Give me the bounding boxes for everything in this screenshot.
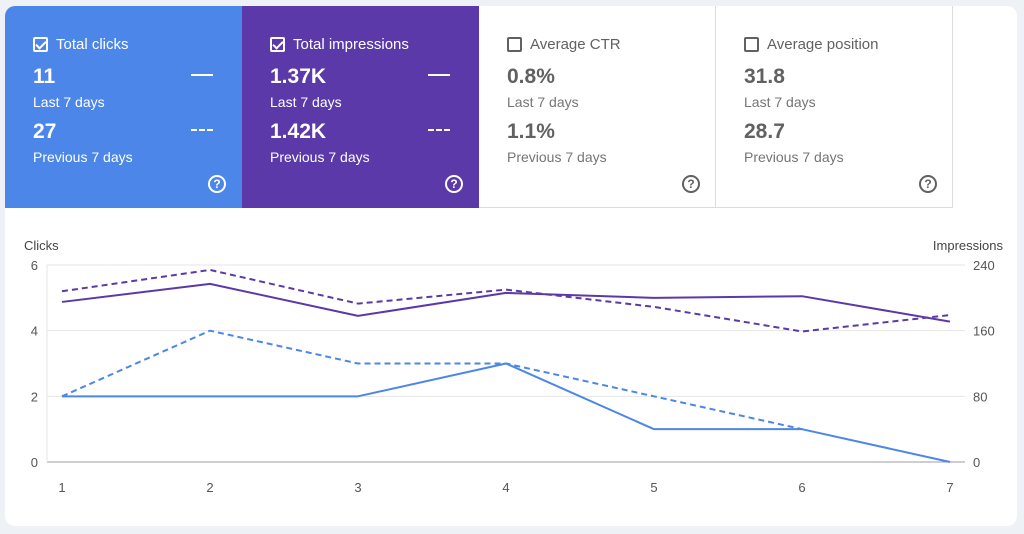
card-average-ctr[interactable]: Average CTR 0.8% Last 7 days 1.1% Previo… xyxy=(479,6,716,208)
previous-period-label: Previous 7 days xyxy=(507,149,607,165)
previous-value: 1.1% xyxy=(507,120,555,143)
current-value: 1.37K xyxy=(270,65,327,88)
series-line-impressions-solid xyxy=(61,282,951,323)
y-tick-label: 2 xyxy=(31,389,38,404)
current-period-label: Last 7 days xyxy=(33,94,105,110)
checkbox-unchecked-icon[interactable] xyxy=(744,37,759,52)
current-value: 0.8% xyxy=(507,65,555,88)
card-average-position[interactable]: Average position 31.8 Last 7 days 28.7 P… xyxy=(716,6,953,208)
card-title[interactable]: Average CTR xyxy=(507,36,621,53)
y-right-axis-title: Impressions xyxy=(933,238,1004,253)
help-circle-icon[interactable]: ? xyxy=(208,175,226,193)
card-label: Average position xyxy=(767,36,879,53)
dashed-line-legend-icon xyxy=(191,129,213,131)
previous-period-label: Previous 7 days xyxy=(270,149,370,165)
y-axis-title: Clicks xyxy=(24,238,59,253)
metric-cards: Total clicks 11 Last 7 days 27 Previous … xyxy=(5,6,1017,208)
x-tick-label: 5 xyxy=(650,480,657,495)
y-tick-label: 0 xyxy=(31,455,38,470)
x-tick-label: 4 xyxy=(502,480,509,495)
current-period-label: Last 7 days xyxy=(744,94,816,110)
performance-panel: Total clicks 11 Last 7 days 27 Previous … xyxy=(5,6,1017,526)
solid-line-legend-icon xyxy=(428,74,450,76)
y-tick-label: 6 xyxy=(31,258,38,273)
help-circle-icon[interactable]: ? xyxy=(445,175,463,193)
series-line-clicks-dashed xyxy=(61,329,803,431)
series-line-clicks-solid xyxy=(62,362,951,463)
y-right-tick-label: 160 xyxy=(973,324,995,339)
previous-value: 27 xyxy=(33,120,57,143)
help-circle-icon[interactable]: ? xyxy=(682,175,700,193)
checkbox-checked-icon[interactable] xyxy=(270,37,285,52)
card-label: Total impressions xyxy=(293,36,409,53)
x-tick-label: 3 xyxy=(354,480,361,495)
x-tick-label: 6 xyxy=(798,480,805,495)
y-right-tick-label: 80 xyxy=(973,389,987,404)
solid-line-legend-icon xyxy=(191,74,213,76)
checkbox-unchecked-icon[interactable] xyxy=(507,37,522,52)
dashed-line-legend-icon xyxy=(428,129,450,131)
card-total-impressions[interactable]: Total impressions 1.37K Last 7 days 1.42… xyxy=(242,6,479,208)
y-right-tick-label: 0 xyxy=(973,455,980,470)
previous-value: 1.42K xyxy=(270,120,327,143)
x-tick-label: 7 xyxy=(946,480,953,495)
card-label: Total clicks xyxy=(56,36,129,53)
card-title[interactable]: Total impressions xyxy=(270,36,409,53)
card-label: Average CTR xyxy=(530,36,621,53)
card-total-clicks[interactable]: Total clicks 11 Last 7 days 27 Previous … xyxy=(5,6,242,208)
x-tick-label: 1 xyxy=(58,480,65,495)
current-period-label: Last 7 days xyxy=(507,94,579,110)
series-line-impressions-dashed xyxy=(61,268,951,333)
current-period-label: Last 7 days xyxy=(270,94,342,110)
y-right-tick-label: 240 xyxy=(973,258,995,273)
help-circle-icon[interactable]: ? xyxy=(919,175,937,193)
card-title[interactable]: Total clicks xyxy=(33,36,129,53)
previous-value: 28.7 xyxy=(744,120,785,143)
current-value: 31.8 xyxy=(744,65,785,88)
previous-period-label: Previous 7 days xyxy=(33,149,133,165)
current-value: 11 xyxy=(33,65,56,88)
y-tick-label: 4 xyxy=(31,324,38,339)
card-title[interactable]: Average position xyxy=(744,36,878,53)
checkbox-checked-icon[interactable] xyxy=(33,37,48,52)
x-tick-label: 2 xyxy=(206,480,213,495)
previous-period-label: Previous 7 days xyxy=(744,149,844,165)
